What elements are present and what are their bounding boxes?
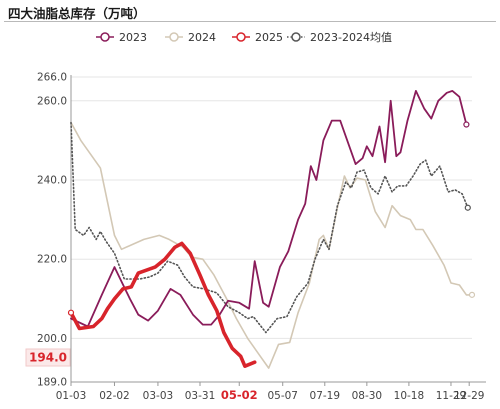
value-annotation-label: 194.0 [29,351,67,365]
x-tick-label: 01-03 [56,390,87,402]
chart-title: 四大油脂总库存（万吨） [8,6,146,21]
y-tick-label: 200.0 [37,333,67,345]
value-annotation-box [25,348,71,367]
legend-label: 2024 [188,31,216,44]
series-line-1 [70,121,473,369]
x-tick-label: 11-29 [436,390,467,402]
legend-label: 2025 [255,31,283,44]
title-bar: 四大油脂总库存（万吨） [0,0,500,22]
y-tick-label: 240.0 [37,174,67,186]
series-end-marker [468,291,476,298]
series-line-0 [70,90,468,328]
series-end-marker [463,121,470,128]
x-tick-label-highlight: 05-02 [221,388,258,402]
legend-marker [291,32,301,42]
x-tick-label: 02-02 [99,390,130,402]
legend-marker [169,32,179,42]
x-tick-label: 10-18 [394,390,425,402]
y-tick-label: 220.0 [37,254,67,266]
x-tick-label: 12-29 [454,390,485,402]
series-start-marker [67,309,75,316]
x-tick-label: 05-07 [267,390,298,402]
series-end-marker [464,204,471,211]
legend-label: 2023 [119,31,147,44]
series-line-3 [70,121,469,334]
title-divider [4,21,496,22]
y-tick-label: 266.0 [37,72,67,84]
x-tick-label: 03-31 [185,390,216,402]
series-line-2 [69,241,257,369]
y-tick-label: 189.0 [37,377,67,389]
legend-label: 2023-2024均值 [310,31,392,44]
x-tick-label: 07-19 [310,390,341,402]
y-tick-label: 260.0 [37,95,67,107]
x-tick-label: 08-30 [352,390,383,402]
legend-marker [100,32,110,42]
x-tick-label: 03-03 [143,390,174,402]
legend-marker [236,32,246,42]
